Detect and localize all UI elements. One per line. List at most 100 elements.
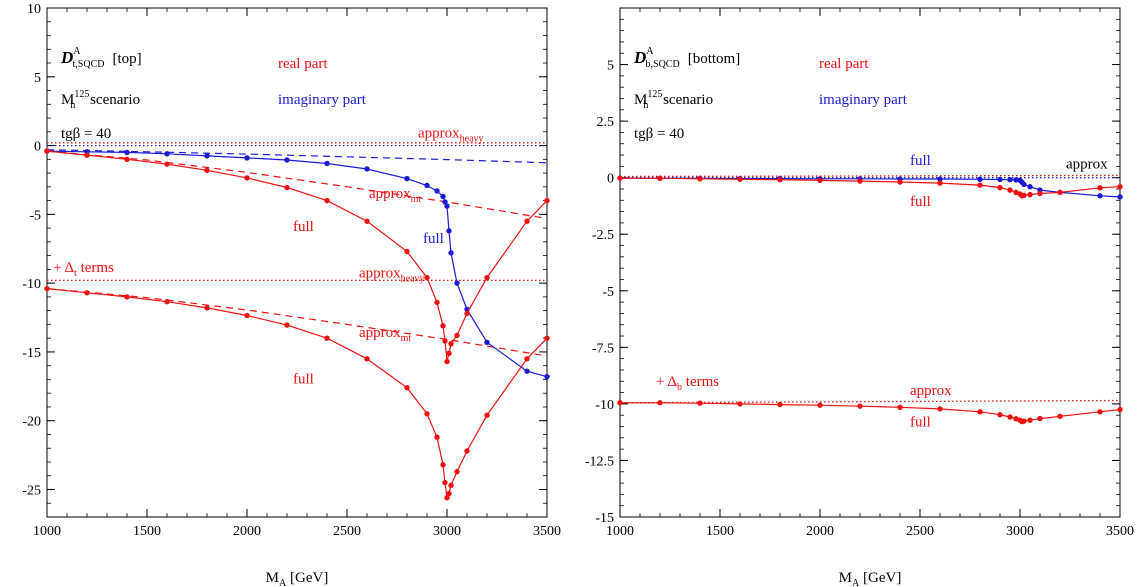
data-point	[1117, 184, 1123, 190]
annotation-approx-mt-top: approxmt	[369, 186, 421, 205]
data-point	[448, 250, 454, 256]
panel-left: 1000 1500 2000 2500 3000 3500 10 5 0 -5 -10 -15 -20 -…	[22, 2, 561, 587]
data-point	[442, 479, 448, 486]
data-point	[897, 179, 903, 185]
plot-frame	[46, 7, 548, 518]
data-point	[1021, 418, 1027, 424]
data-point	[1007, 177, 1013, 183]
legend-imaginary-part: imaginary part	[819, 92, 908, 108]
series-real-approx-mt	[46, 150, 548, 220]
y-tick-label: -10	[22, 277, 41, 292]
data-point	[1057, 189, 1063, 196]
data-point	[737, 401, 743, 407]
data-point	[1097, 193, 1103, 199]
data-point	[1117, 194, 1123, 200]
data-point	[364, 218, 370, 224]
annotation-approx-heavy-bottom: approxheavy	[359, 266, 425, 285]
data-point	[244, 175, 250, 181]
y-tick-label: 5	[607, 59, 614, 74]
data-point	[1007, 414, 1013, 420]
y-tick-label: -10	[595, 398, 614, 413]
data-point	[737, 176, 743, 182]
header-scenario: M125 h scenario	[634, 89, 713, 111]
data-point	[284, 184, 290, 191]
data-point	[524, 218, 530, 224]
legend-real-part: real part	[819, 56, 869, 72]
x-tick-label: 1500	[706, 524, 734, 539]
x-tick-label: 3000	[433, 524, 461, 539]
legend-real-part: real part	[278, 56, 328, 72]
data-point	[448, 340, 454, 347]
data-point	[444, 203, 450, 209]
x-tick-label: 3500	[1106, 524, 1134, 539]
data-point	[997, 176, 1003, 183]
y-tick-label: -5	[602, 285, 614, 300]
x-tick-label: 2000	[806, 524, 834, 539]
y-tick-label: -20	[22, 415, 41, 430]
series-real-full-right-delta	[620, 402, 1121, 423]
data-point	[1117, 406, 1123, 413]
annotation-full-imag-top: full	[423, 231, 444, 247]
series-real-full-right	[619, 177, 1121, 197]
header-symbol: DA t,SQCD [top]	[60, 46, 142, 70]
data-point	[777, 177, 783, 183]
x-tick-label: 2500	[906, 524, 934, 539]
x-axis-label: MA [GeV]	[839, 570, 902, 587]
data-point	[124, 149, 130, 156]
x-tick-label: 1500	[133, 524, 161, 539]
data-point	[697, 400, 703, 406]
series-real-approx-mt-delta	[46, 288, 548, 357]
data-point	[204, 305, 210, 311]
series-real-full	[46, 150, 548, 362]
data-point	[434, 188, 440, 194]
data-point	[164, 151, 170, 157]
data-point	[937, 180, 943, 186]
plot-frame	[619, 7, 1121, 518]
data-point	[424, 182, 430, 189]
data-point	[424, 274, 430, 281]
data-point	[1007, 187, 1013, 193]
data-point	[84, 152, 90, 158]
x-axis-label: MA [GeV]	[266, 570, 329, 587]
data-point	[1027, 184, 1033, 190]
annotation-approx-right-bottom: approx	[910, 383, 952, 399]
data-point	[977, 176, 983, 182]
data-point	[364, 166, 370, 172]
data-point	[544, 197, 550, 204]
data-point	[817, 402, 823, 408]
data-point	[977, 409, 983, 415]
data-point	[464, 310, 470, 317]
data-point	[446, 350, 452, 356]
annotation-delta-t-label: + Δt terms	[53, 260, 114, 279]
y-tick-label: 0	[607, 172, 614, 187]
data-point	[446, 490, 452, 497]
data-point	[442, 338, 448, 344]
y-tick-label: -25	[22, 483, 41, 498]
y-tick-label: 5	[34, 71, 41, 86]
annotation-delta-b-label: + Δb terms	[656, 374, 719, 393]
data-point	[484, 412, 490, 418]
data-point	[404, 175, 410, 182]
legend-imaginary-part: imaginary part	[278, 92, 367, 108]
data-point	[817, 177, 823, 184]
data-point	[124, 294, 130, 300]
data-point	[1021, 181, 1027, 188]
data-point	[424, 411, 430, 417]
data-point	[454, 468, 460, 475]
y-tick-label: -7.5	[592, 341, 614, 356]
data-point	[657, 175, 663, 182]
data-point	[544, 335, 550, 341]
data-point	[164, 161, 170, 167]
data-point	[997, 412, 1003, 418]
y-tick-label: 2.5	[597, 115, 615, 130]
data-point	[657, 400, 663, 406]
data-point	[324, 197, 330, 204]
header-tgb: tgβ = 40	[634, 126, 684, 142]
data-point	[404, 384, 410, 391]
data-point	[997, 184, 1003, 191]
y-tick-label: 10	[27, 2, 41, 17]
data-point	[454, 280, 460, 286]
x-tick-label: 1000	[33, 524, 61, 539]
data-point	[1057, 413, 1063, 420]
data-point	[434, 299, 440, 306]
